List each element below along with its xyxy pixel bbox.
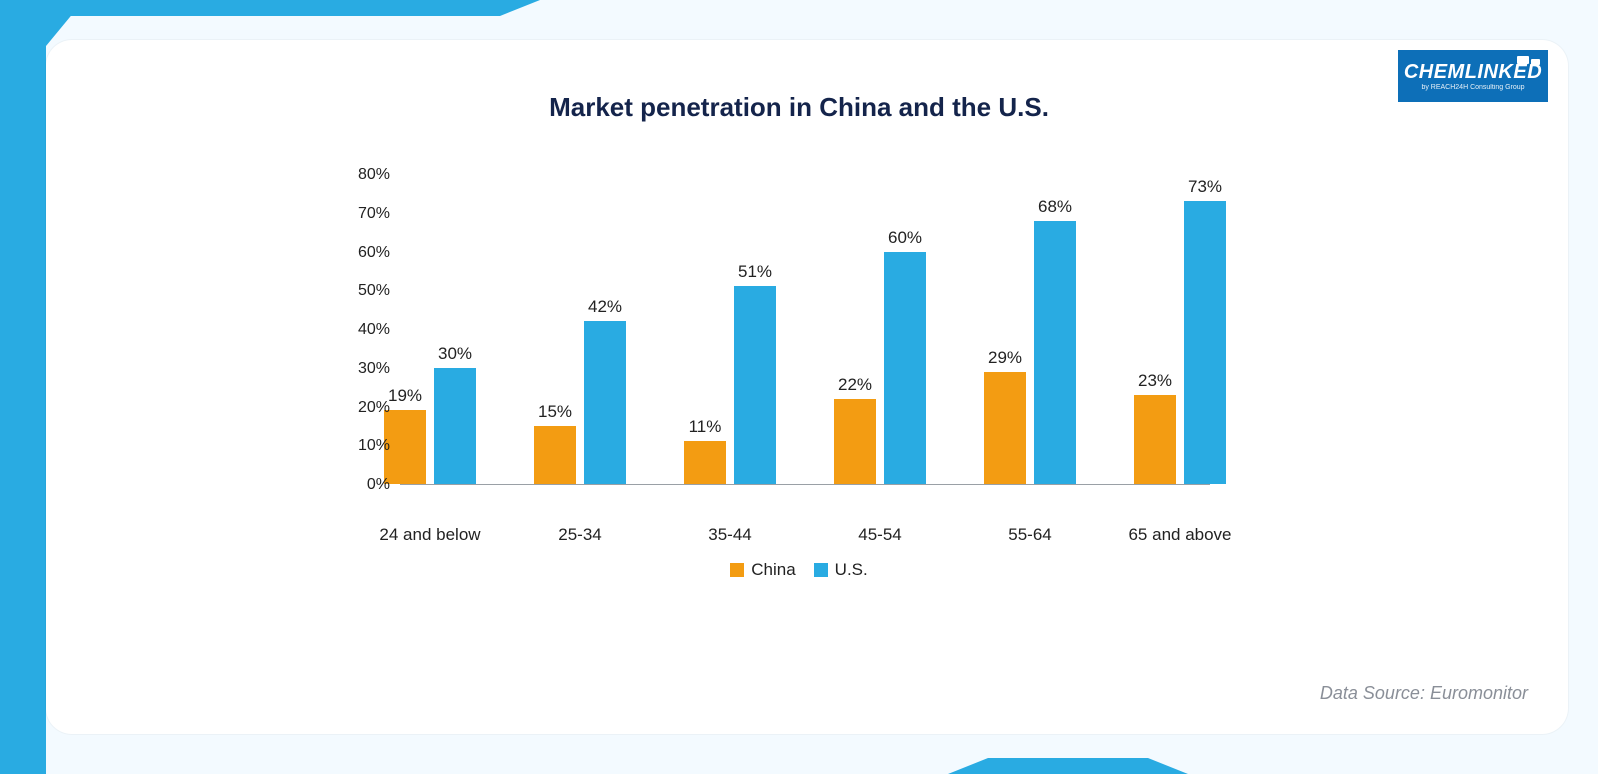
legend-label: U.S. — [835, 560, 868, 580]
bar: 11% — [684, 441, 726, 484]
bar: 60% — [884, 252, 926, 485]
top-accent-shape — [0, 0, 500, 16]
brand-tagline: by REACH24H Consulting Group — [1421, 84, 1524, 91]
bar: 73% — [1184, 201, 1226, 484]
y-axis-tick: 70% — [330, 205, 390, 223]
x-axis-category: 35-44 — [708, 515, 751, 545]
bar: 42% — [584, 321, 626, 484]
bar: 23% — [1134, 395, 1176, 484]
plot-area: 19%30%15%42%11%51%22%60%29%68%23%73% — [400, 175, 1210, 485]
y-axis-tick: 30% — [330, 360, 390, 378]
chat-icon — [1517, 56, 1540, 64]
legend: China U.S. — [0, 560, 1598, 580]
y-axis-tick: 10% — [330, 437, 390, 455]
legend-swatch — [730, 563, 744, 577]
bar: 30% — [434, 368, 476, 484]
bar: 68% — [1034, 221, 1076, 485]
bar: 19% — [384, 410, 426, 484]
legend-swatch — [814, 563, 828, 577]
x-axis-category: 65 and above — [1128, 515, 1231, 545]
bar-value-label: 73% — [1188, 177, 1222, 197]
y-axis-tick: 50% — [330, 282, 390, 300]
y-axis-tick: 20% — [330, 399, 390, 417]
legend-item: U.S. — [814, 560, 868, 580]
bar-value-label: 15% — [538, 402, 572, 422]
x-axis-category: 55-64 — [1008, 515, 1051, 545]
bottom-accent-shape — [988, 758, 1148, 774]
bar-value-label: 22% — [838, 375, 872, 395]
bar: 29% — [984, 372, 1026, 484]
y-axis-tick: 60% — [330, 244, 390, 262]
y-axis-tick: 0% — [330, 476, 390, 494]
x-axis-category: 24 and below — [379, 515, 480, 545]
bar-value-label: 30% — [438, 344, 472, 364]
bar-value-label: 51% — [738, 262, 772, 282]
bar-value-label: 68% — [1038, 197, 1072, 217]
bar: 15% — [534, 426, 576, 484]
x-axis-category: 25-34 — [558, 515, 601, 545]
bar-chart: 19%30%15%42%11%51%22%60%29%68%23%73% 0%1… — [330, 175, 1210, 515]
bar: 51% — [734, 286, 776, 484]
bar-value-label: 60% — [888, 228, 922, 248]
chart-title: Market penetration in China and the U.S. — [0, 92, 1598, 123]
y-axis-tick: 40% — [330, 321, 390, 339]
bar-value-label: 23% — [1138, 371, 1172, 391]
y-axis-tick: 80% — [330, 166, 390, 184]
data-source: Data Source: Euromonitor — [1320, 683, 1528, 704]
bar-value-label: 29% — [988, 348, 1022, 368]
legend-item: China — [730, 560, 795, 580]
bar: 22% — [834, 399, 876, 484]
x-axis-category: 45-54 — [858, 515, 901, 545]
bar-value-label: 42% — [588, 297, 622, 317]
brand-name: CHEMLINKED — [1404, 62, 1542, 82]
bar-value-label: 19% — [388, 386, 422, 406]
legend-label: China — [751, 560, 795, 580]
bar-value-label: 11% — [689, 417, 722, 437]
